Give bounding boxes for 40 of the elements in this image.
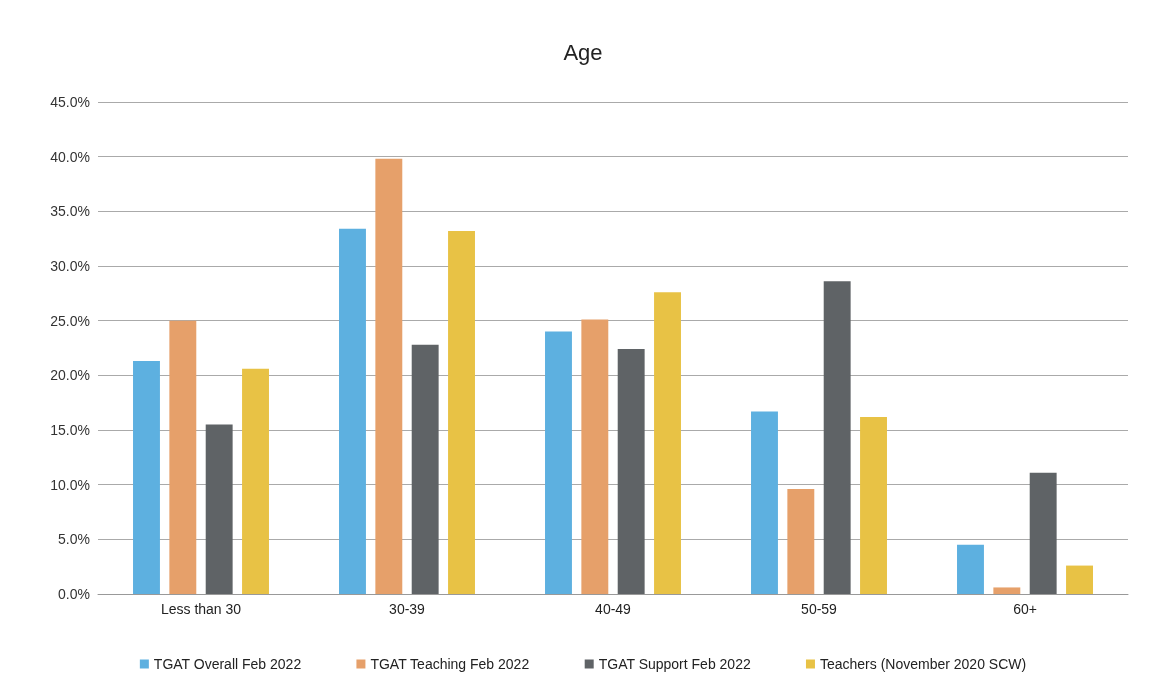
y-tick-label: 35.0% — [50, 203, 90, 220]
y-tick-label: 10.0% — [50, 476, 90, 493]
legend-label: TGAT Support Feb 2022 — [598, 656, 751, 672]
y-tick-label: 40.0% — [50, 148, 90, 165]
x-tick-label: 40-49 — [595, 601, 632, 617]
bar — [823, 281, 851, 594]
bar — [654, 292, 681, 594]
y-tick-label: 0.0% — [58, 586, 90, 602]
bar — [339, 228, 366, 594]
legend-label: TGAT Overall Feb 2022 — [153, 656, 302, 672]
legend-label: TGAT Teaching Feb 2022 — [370, 656, 530, 672]
bar — [169, 320, 197, 594]
bar — [1029, 472, 1057, 594]
x-tick-label: 30-39 — [389, 601, 426, 617]
bar — [581, 319, 609, 594]
y-tick-label: 25.0% — [50, 312, 90, 329]
bar — [411, 344, 439, 594]
bar — [545, 331, 572, 594]
y-tick-label: 45.0% — [50, 94, 90, 110]
bar — [133, 361, 160, 594]
y-tick-label: 30.0% — [50, 258, 90, 274]
bar — [242, 368, 269, 594]
bar — [751, 411, 778, 594]
y-tick-label: 5.0% — [58, 531, 90, 548]
bar — [860, 416, 887, 594]
bar — [1066, 565, 1093, 594]
legend-label: Teachers (November 2020 SCW) — [819, 656, 1027, 672]
x-tick-label: Less than 30 — [160, 601, 242, 617]
bar — [787, 489, 815, 594]
x-tick-label: 60+ — [1013, 601, 1037, 617]
bar — [993, 587, 1021, 594]
bar — [448, 231, 475, 594]
bar — [375, 158, 403, 594]
chart-title: Age — [563, 39, 603, 65]
y-tick-label: 20.0% — [50, 367, 90, 384]
bar — [957, 544, 984, 594]
y-tick-label: 15.0% — [50, 422, 90, 438]
bar — [205, 424, 233, 594]
x-tick-label: 50-59 — [801, 601, 838, 617]
bar — [617, 349, 645, 594]
